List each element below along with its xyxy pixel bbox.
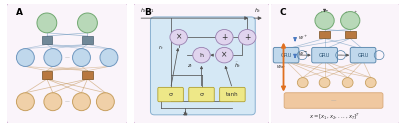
- Text: C: C: [279, 8, 286, 17]
- FancyBboxPatch shape: [350, 47, 376, 63]
- Circle shape: [16, 93, 34, 111]
- Circle shape: [315, 12, 334, 29]
- Circle shape: [44, 93, 62, 111]
- Circle shape: [193, 47, 210, 63]
- FancyBboxPatch shape: [269, 3, 400, 124]
- Text: h̃: h̃: [200, 53, 203, 58]
- Text: A: A: [16, 8, 23, 17]
- Text: —: —: [65, 99, 70, 104]
- Circle shape: [365, 78, 376, 88]
- Bar: [345, 31, 356, 38]
- FancyBboxPatch shape: [284, 93, 383, 108]
- Circle shape: [340, 12, 360, 29]
- FancyBboxPatch shape: [158, 87, 183, 102]
- Circle shape: [216, 47, 233, 63]
- Circle shape: [73, 49, 91, 66]
- Text: +: +: [221, 33, 227, 42]
- Text: tanh: tanh: [226, 92, 239, 97]
- Circle shape: [100, 49, 118, 66]
- Text: $z_t$: $z_t$: [188, 62, 194, 70]
- Text: —: —: [336, 53, 342, 58]
- Text: $\tilde{h}_t$: $\tilde{h}_t$: [234, 60, 241, 70]
- FancyBboxPatch shape: [220, 87, 245, 102]
- Text: —: —: [65, 55, 70, 60]
- FancyBboxPatch shape: [189, 87, 214, 102]
- Text: σ: σ: [168, 92, 172, 97]
- Circle shape: [170, 29, 187, 45]
- FancyBboxPatch shape: [273, 47, 299, 63]
- Text: $x=[x_1,x_2,...,x_T]^T$: $x=[x_1,x_2,...,x_T]^T$: [309, 112, 360, 122]
- Circle shape: [298, 78, 308, 88]
- FancyBboxPatch shape: [133, 3, 270, 124]
- Text: $w^+$: $w^+$: [298, 33, 308, 42]
- Bar: [41, 71, 52, 79]
- Circle shape: [16, 49, 34, 66]
- Text: GRU: GRU: [319, 53, 330, 58]
- Text: $x_t$: $x_t$: [182, 110, 189, 118]
- FancyBboxPatch shape: [150, 17, 255, 115]
- Text: ×: ×: [176, 33, 182, 42]
- Text: —: —: [331, 98, 336, 103]
- Text: $h_{t-1}$: $h_{t-1}$: [140, 6, 155, 15]
- Circle shape: [96, 93, 114, 111]
- Text: $r_t$: $r_t$: [158, 43, 164, 52]
- Text: +: +: [244, 33, 250, 42]
- FancyBboxPatch shape: [6, 3, 128, 124]
- Text: GRU: GRU: [357, 53, 369, 58]
- Circle shape: [319, 78, 330, 88]
- Circle shape: [216, 29, 233, 45]
- Circle shape: [73, 93, 91, 111]
- Text: $w^-$: $w^-$: [298, 50, 308, 58]
- Text: $y_{L}^-$: $y_{L}^-$: [320, 9, 329, 19]
- Circle shape: [342, 78, 353, 88]
- Text: $h_t$: $h_t$: [254, 6, 262, 15]
- Text: GRU: GRU: [280, 53, 292, 58]
- Text: $\uparrow y_L^+$: $\uparrow y_L^+$: [342, 9, 358, 20]
- FancyBboxPatch shape: [312, 47, 337, 63]
- Circle shape: [77, 13, 97, 33]
- Text: ×: ×: [221, 51, 227, 60]
- Circle shape: [44, 49, 62, 66]
- Circle shape: [37, 13, 57, 33]
- Bar: [82, 36, 93, 44]
- Bar: [82, 71, 93, 79]
- Circle shape: [239, 29, 256, 45]
- Bar: [319, 31, 330, 38]
- Text: B: B: [144, 8, 151, 17]
- Bar: [41, 36, 52, 44]
- Text: σ: σ: [200, 92, 203, 97]
- Text: $w_{ar}$: $w_{ar}$: [276, 63, 286, 71]
